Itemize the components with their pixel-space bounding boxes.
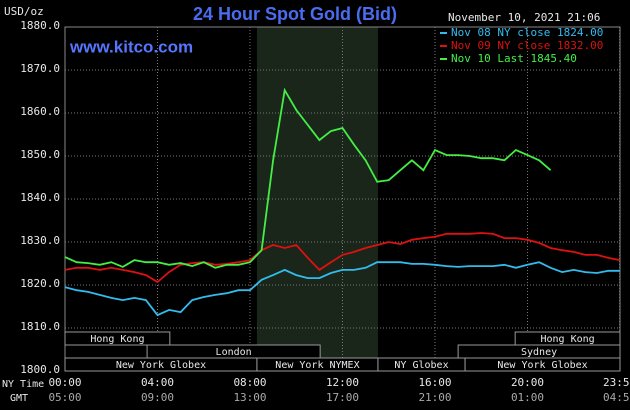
y-tick-label: 1810.0 (20, 320, 60, 333)
series-line (64, 87, 552, 269)
x-axis-label: NY Time (2, 379, 44, 390)
session-label: Hong Kong (540, 334, 594, 345)
y-tick-label: 1800.0 (20, 363, 60, 376)
legend-label: Nov 08 NY close 1824.00 (451, 26, 603, 39)
x-tick-label: 04:00 (141, 376, 174, 389)
session-label: Sydney (521, 347, 557, 358)
session-label: New York Globex (116, 360, 206, 371)
x2-tick-label: 21:00 (418, 391, 451, 404)
x-tick-label: 16:00 (418, 376, 451, 389)
x2-tick-label: 04:59 (603, 391, 630, 404)
y-tick-label: 1830.0 (20, 234, 60, 247)
y-tick-label: 1880.0 (20, 19, 60, 32)
y-tick-label: 1860.0 (20, 105, 60, 118)
plot-area (64, 26, 621, 372)
legend-label: Nov 09 NY close 1832.00 (451, 39, 603, 52)
x-tick-label: 20:00 (511, 376, 544, 389)
series-line (64, 232, 621, 284)
y-tick-label: 1840.0 (20, 191, 60, 204)
website: www.kitco.com (69, 37, 193, 56)
session-label: NY Globex (394, 360, 448, 371)
x2-tick-label: 09:00 (141, 391, 174, 404)
y-tick-label: 1870.0 (20, 62, 60, 75)
legend-label: Nov 10 Last 1845.40 (451, 52, 577, 65)
session-label: London (216, 347, 252, 358)
chart-title: 24 Hour Spot Gold (Bid) (193, 4, 397, 24)
x2-axis-label: GMT (10, 393, 28, 404)
x-tick-label: 23:59 (603, 376, 630, 389)
y-tick-label: 1850.0 (20, 148, 60, 161)
x2-tick-label: 01:00 (511, 391, 544, 404)
x-tick-label: 00:00 (48, 376, 81, 389)
x2-tick-label: 17:00 (326, 391, 359, 404)
x2-tick-label: 05:00 (48, 391, 81, 404)
x-tick-label: 12:00 (326, 376, 359, 389)
series-line (64, 261, 620, 317)
x-tick-label: 08:00 (233, 376, 266, 389)
timestamp: November 10, 2021 21:06 (448, 11, 600, 24)
y-axis-label: USD/oz (4, 5, 44, 18)
session-box (464, 357, 621, 372)
y-tick-label: 1820.0 (20, 277, 60, 290)
x2-tick-label: 13:00 (233, 391, 266, 404)
session-label: New York Globex (497, 360, 587, 371)
session-label: New York NYMEX (275, 360, 359, 371)
session-label: Hong Kong (90, 334, 144, 345)
session-box (64, 331, 171, 346)
